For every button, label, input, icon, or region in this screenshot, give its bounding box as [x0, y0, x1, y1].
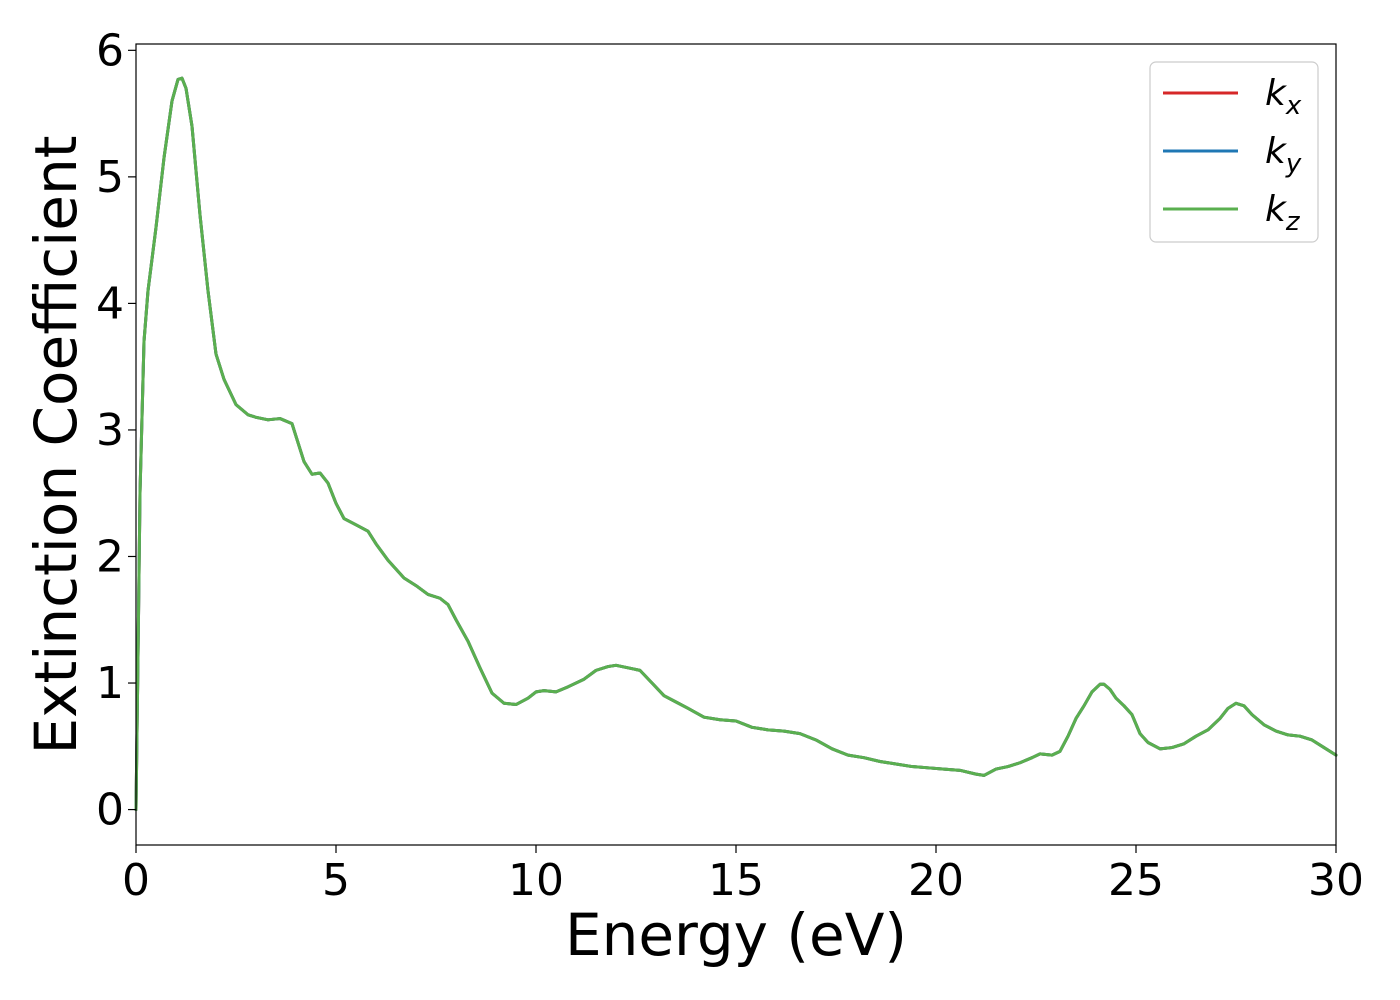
- y-tick-label: 2: [96, 531, 124, 582]
- series-layer: [134, 76, 1338, 812]
- legend-label-ky: ky: [1265, 131, 1302, 179]
- legend: kx ky kz: [1149, 61, 1319, 243]
- x-tick-label: 15: [708, 855, 764, 906]
- x-tick-label: 10: [508, 855, 564, 906]
- x-tick-label: 30: [1308, 855, 1364, 906]
- x-tick-label: 20: [908, 855, 964, 906]
- x-axis-title: Energy (eV): [565, 901, 907, 969]
- y-tick-label: 0: [96, 785, 124, 836]
- y-tick-label: 3: [96, 405, 124, 456]
- plot-area: [136, 44, 1336, 845]
- y-tick-label: 1: [96, 658, 124, 709]
- x-tick-label: 25: [1108, 855, 1164, 906]
- legend-label-kx: kx: [1265, 73, 1302, 121]
- y-axis-ticks: 0 1 2 3 4 5 6: [96, 25, 136, 836]
- y-tick-label: 5: [96, 152, 124, 203]
- x-tick-label: 5: [322, 855, 350, 906]
- y-tick-label: 6: [96, 25, 124, 76]
- series-line-kz: [134, 76, 1338, 812]
- x-tick-label: 0: [122, 855, 150, 906]
- y-tick-label: 4: [96, 278, 124, 329]
- x-axis-ticks: 0 5 10 15 20 25 30: [122, 845, 1364, 906]
- legend-label-kz: kz: [1265, 189, 1301, 237]
- y-axis-title: Extinction Coefficient: [22, 136, 90, 755]
